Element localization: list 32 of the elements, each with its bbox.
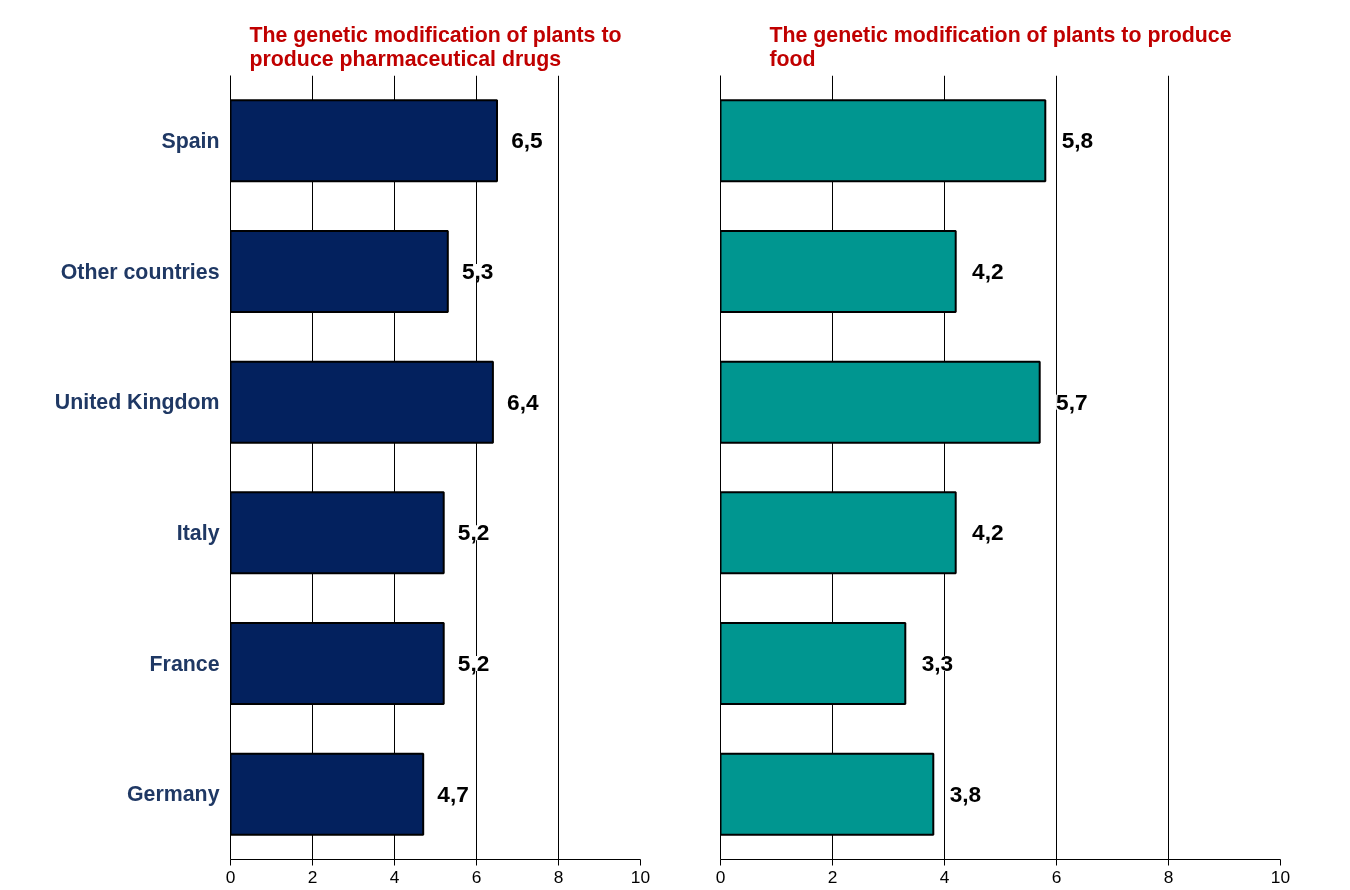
data-label: 5,3 [461, 258, 494, 284]
y-tick-label: United Kingdom [54, 390, 220, 415]
x-tick-label: 6 [471, 866, 482, 887]
x-tick-label: 2 [827, 866, 838, 887]
data-label: 4,7 [437, 780, 469, 807]
y-tick-label: Other countries [60, 259, 220, 284]
x-tick-label: 4 [939, 866, 950, 887]
y-tick-label: Spain [161, 128, 220, 153]
y-tick-label: Italy [176, 520, 220, 545]
y-tick-label: France [149, 651, 220, 676]
data-label: 5,8 [1061, 127, 1094, 154]
data-label: 5,7 [1056, 388, 1088, 415]
data-label: 4,2 [972, 519, 1004, 546]
data-label: 4,2 [972, 258, 1004, 284]
chart-title: The genetic modification of plants to produce pharmaceutical drugs [249, 22, 622, 71]
x-tick-label: 10 [1270, 866, 1291, 887]
x-tick-label: 10 [630, 866, 651, 887]
x-tick-label: 0 [715, 866, 726, 887]
data-label: 3,3 [921, 650, 954, 676]
data-label: 5,2 [457, 519, 490, 546]
x-tick-label: 4 [389, 866, 400, 887]
x-tick-label: 6 [1051, 866, 1062, 887]
data-label: 5,2 [457, 650, 490, 676]
x-tick-label: 2 [307, 866, 318, 887]
chart-title: The genetic modification of plants to produce food [769, 22, 1232, 71]
x-tick-label: 8 [553, 866, 564, 887]
data-label: 6,4 [507, 388, 539, 415]
x-tick-label: 0 [225, 866, 236, 887]
data-label: 6,5 [511, 127, 543, 154]
x-tick-label: 8 [1163, 866, 1174, 887]
y-tick-label: Germany [127, 782, 220, 807]
data-label: 3,8 [949, 780, 982, 807]
